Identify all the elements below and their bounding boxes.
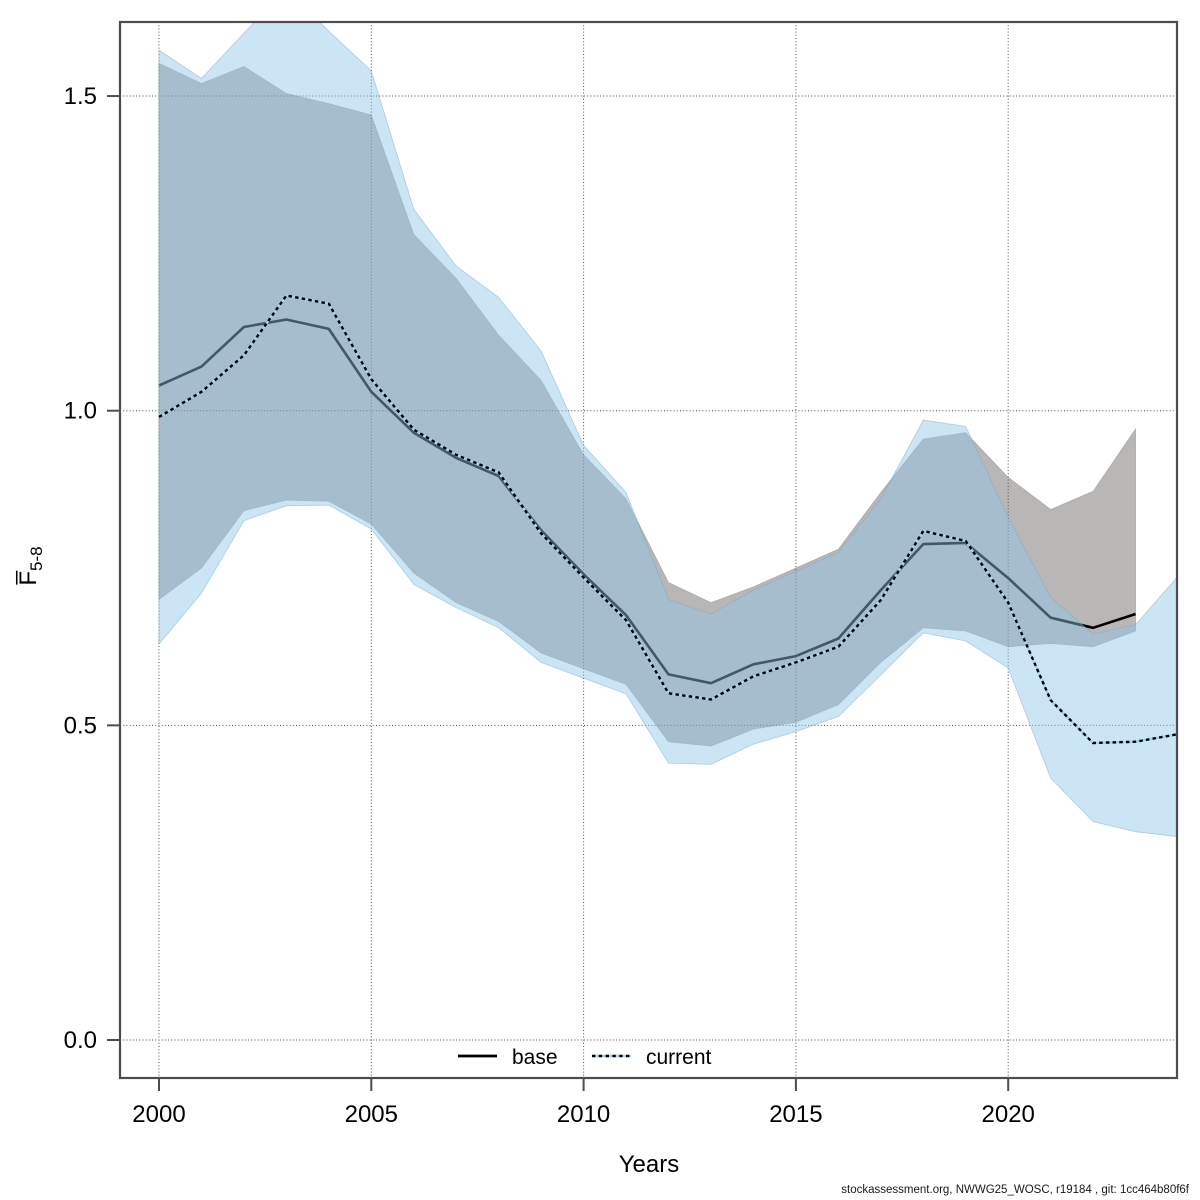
x-axis-title: Years [619,1151,680,1178]
x-tick-label: 2020 [982,1101,1035,1128]
y-axis-title: F̅5-8 [15,546,46,585]
y-tick-label: 1.0 [64,398,97,425]
legend-current-label: current [646,1046,712,1069]
y-tick-label: 0.0 [64,1027,97,1054]
x-tick-label: 2015 [769,1101,822,1128]
base-confidence-band [158,62,1136,747]
y-tick-label: 1.5 [64,83,97,110]
legend: base current [458,1046,712,1069]
axis-ticks: 2000 2005 2010 2015 2020 0.0 0.5 1.0 1.5 [64,83,1035,1128]
y-tick-label: 0.5 [64,712,97,739]
y-axis-title-main: F̅ [15,571,42,586]
plot-area [120,22,1177,1078]
x-tick-label: 2010 [557,1101,610,1128]
plot-border [118,20,1179,1080]
y-axis-title-sub: 5-8 [27,546,46,571]
x-tick-label: 2000 [132,1101,185,1128]
x-tick-label: 2005 [345,1101,398,1128]
legend-base-label: base [512,1046,558,1069]
current-confidence-band [158,22,1177,837]
footer-attribution: stockassessment.org, NWWG25_WOSC, r19184… [841,1184,1190,1196]
current-line [158,294,1177,745]
base-line [158,318,1137,685]
